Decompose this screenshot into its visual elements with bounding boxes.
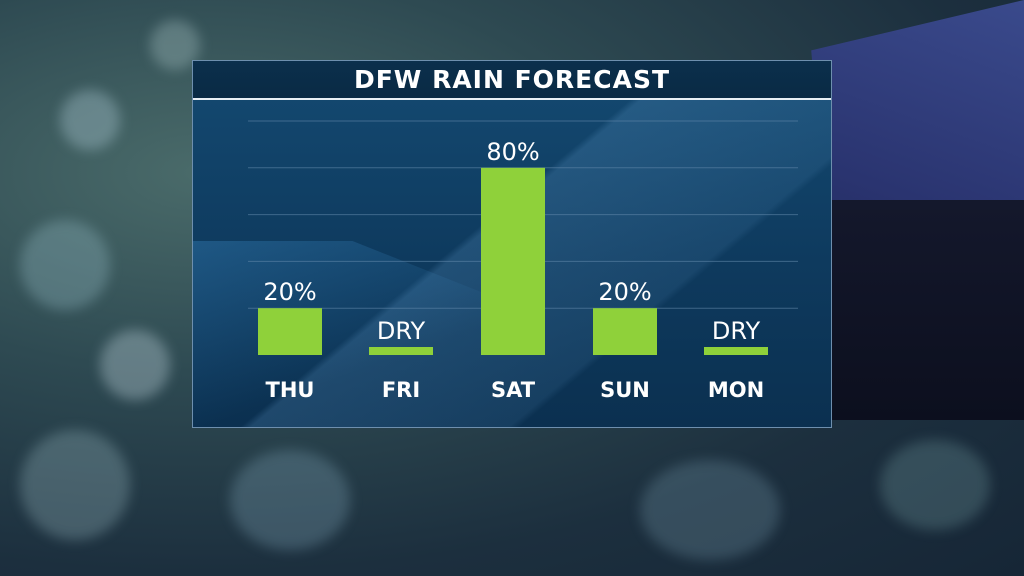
data-label: DRY bbox=[377, 317, 426, 345]
chart-title: DFW RAIN FORECAST bbox=[353, 65, 671, 94]
category-label: MON bbox=[708, 378, 764, 402]
bokeh-light bbox=[230, 450, 350, 550]
category-label: SAT bbox=[491, 378, 536, 402]
bar-sun bbox=[593, 308, 657, 355]
category-label: THU bbox=[266, 378, 315, 402]
forecast-panel: DFW RAIN FORECAST 20% THU DRY FRI 80% SAT 20% S… bbox=[192, 60, 832, 428]
bokeh-light bbox=[640, 460, 780, 560]
data-label: 20% bbox=[263, 278, 316, 306]
bar-thu bbox=[258, 308, 322, 355]
data-label: 80% bbox=[486, 138, 539, 166]
title-bar: DFW RAIN FORECAST bbox=[193, 61, 831, 100]
bar-mon bbox=[704, 347, 768, 355]
umbrella-shadow bbox=[830, 200, 1024, 420]
bar-sat bbox=[481, 167, 545, 355]
data-label: DRY bbox=[712, 317, 761, 345]
category-label: SUN bbox=[600, 378, 650, 402]
bokeh-light bbox=[20, 430, 130, 540]
bokeh-light bbox=[60, 90, 120, 150]
bokeh-light bbox=[880, 440, 990, 530]
category-label: FRI bbox=[382, 378, 420, 402]
bar-fri bbox=[369, 347, 433, 355]
bokeh-light bbox=[20, 220, 110, 310]
data-label: 20% bbox=[598, 278, 651, 306]
bokeh-light bbox=[100, 330, 170, 400]
rain-chart: 20% THU DRY FRI 80% SAT 20% SUN DRY MON bbox=[248, 120, 798, 402]
